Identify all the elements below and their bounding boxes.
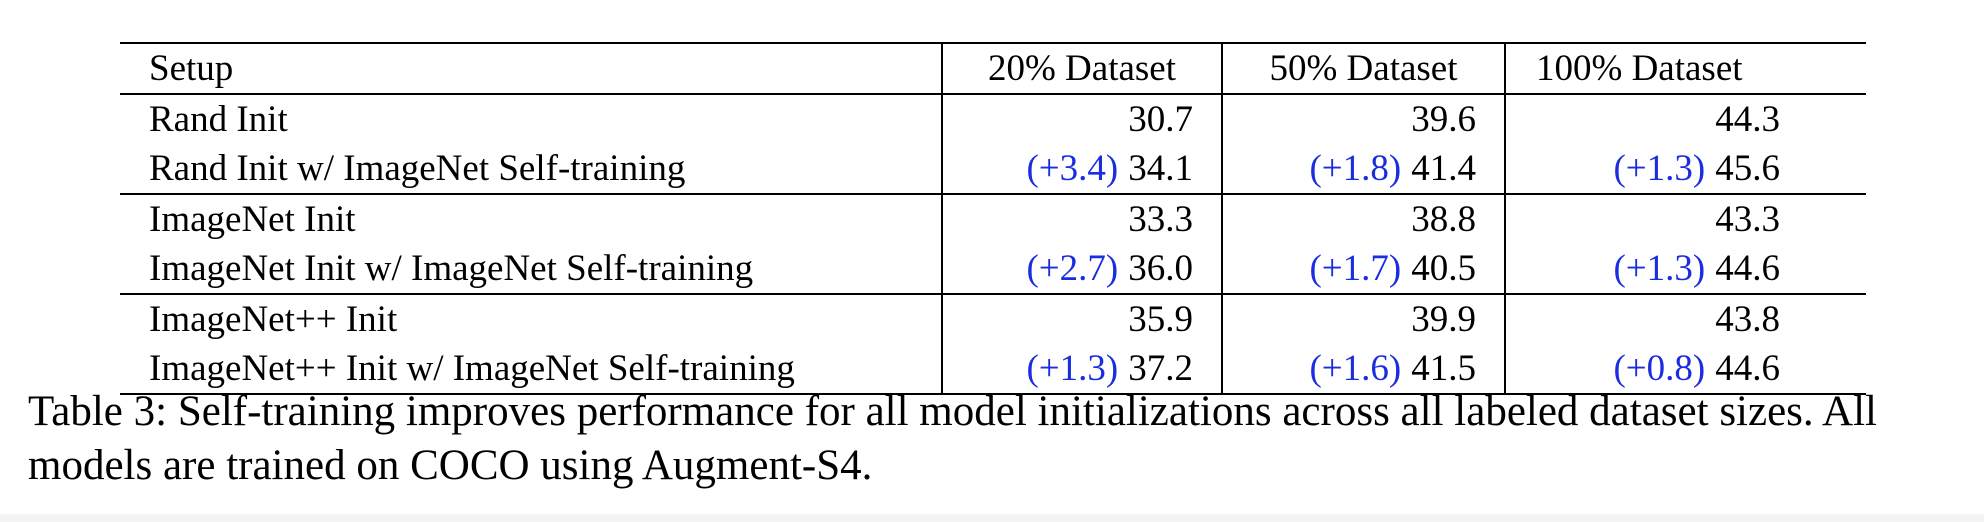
- table-row: ImageNet++ Init 35.9 39.9 43.8: [120, 294, 1866, 344]
- value-cell-20: 35.9: [941, 294, 1222, 344]
- delta-value: (+1.8): [1309, 148, 1402, 189]
- table-caption: Table 3: Self-training improves performa…: [28, 388, 1877, 489]
- table-row: ImageNet Init w/ ImageNet Self-training …: [120, 244, 1866, 294]
- header-100-dataset: 100% Dataset: [1504, 43, 1866, 94]
- score-value: 43.8: [1715, 299, 1780, 340]
- header-20-dataset: 20% Dataset: [941, 43, 1222, 94]
- header-50-dataset: 50% Dataset: [1221, 43, 1505, 94]
- score-value: 41.5: [1411, 348, 1476, 389]
- results-table-container: Setup 20% Dataset 50% Dataset 100% Datas…: [120, 42, 1866, 395]
- value-cell-20: 30.7: [941, 94, 1222, 144]
- score-value: 37.2: [1128, 348, 1193, 389]
- score-value: 39.6: [1411, 99, 1476, 140]
- setup-label: ImageNet Init w/ ImageNet Self-training: [149, 248, 754, 289]
- table-group-imagenet-plus-init: ImageNet++ Init 35.9 39.9 43.8 ImageNet+…: [120, 294, 1866, 394]
- table-row: Rand Init w/ ImageNet Self-training (+3.…: [120, 144, 1866, 194]
- value-cell-50: 39.9: [1221, 294, 1505, 344]
- table-row: ImageNet Init 33.3 38.8 43.3: [120, 194, 1866, 244]
- table-group-rand-init: Rand Init 30.7 39.6 44.3 Rand Init w/ Im…: [120, 94, 1866, 194]
- value-cell-100: (+1.3) 45.6: [1504, 144, 1866, 194]
- score-value: 33.3: [1128, 199, 1193, 240]
- value-cell-20: (+2.7) 36.0: [941, 244, 1222, 294]
- score-value: 34.1: [1128, 148, 1193, 189]
- value-cell-20: 33.3: [941, 194, 1222, 244]
- score-value: 44.6: [1715, 348, 1780, 389]
- table-header-row: Setup 20% Dataset 50% Dataset 100% Datas…: [120, 43, 1866, 94]
- setup-label: Rand Init w/ ImageNet Self-training: [149, 148, 686, 189]
- delta-value: (+1.6): [1309, 348, 1402, 389]
- score-value: 36.0: [1128, 248, 1193, 289]
- value-cell-100: 44.3: [1504, 94, 1866, 144]
- delta-value: (+1.7): [1309, 248, 1402, 289]
- value-cell-20: (+1.3) 37.2: [941, 344, 1222, 394]
- results-table: Setup 20% Dataset 50% Dataset 100% Datas…: [120, 42, 1866, 395]
- value-cell-50: 39.6: [1221, 94, 1505, 144]
- score-value: 45.6: [1715, 148, 1780, 189]
- delta-value: (+2.7): [1026, 248, 1119, 289]
- delta-value: (+1.3): [1613, 248, 1706, 289]
- setup-label: ImageNet Init: [149, 199, 356, 240]
- delta-value: (+1.3): [1613, 148, 1706, 189]
- table-group-imagenet-init: ImageNet Init 33.3 38.8 43.3 ImageNet In…: [120, 194, 1866, 294]
- setup-label: ImageNet++ Init: [149, 299, 398, 340]
- value-cell-100: (+1.3) 44.6: [1504, 244, 1866, 294]
- delta-value: (+3.4): [1026, 148, 1119, 189]
- header-setup: Setup: [149, 48, 234, 89]
- score-value: 40.5: [1411, 248, 1476, 289]
- score-value: 41.4: [1411, 148, 1476, 189]
- score-value: 44.6: [1715, 248, 1780, 289]
- score-value: 38.8: [1411, 199, 1476, 240]
- value-cell-50: 38.8: [1221, 194, 1505, 244]
- value-cell-50: (+1.7) 40.5: [1221, 244, 1505, 294]
- value-cell-50: (+1.8) 41.4: [1221, 144, 1505, 194]
- table-row: ImageNet++ Init w/ ImageNet Self-trainin…: [120, 344, 1866, 394]
- value-cell-20: (+3.4) 34.1: [941, 144, 1222, 194]
- value-cell-100: 43.3: [1504, 194, 1866, 244]
- score-value: 35.9: [1128, 299, 1193, 340]
- page-bottom-edge: [0, 514, 1984, 522]
- score-value: 39.9: [1411, 299, 1476, 340]
- value-cell-50: (+1.6) 41.5: [1221, 344, 1505, 394]
- delta-value: (+1.3): [1026, 348, 1119, 389]
- setup-label: ImageNet++ Init w/ ImageNet Self-trainin…: [149, 348, 795, 389]
- value-cell-100: (+0.8) 44.6: [1504, 344, 1866, 394]
- score-value: 43.3: [1715, 199, 1780, 240]
- score-value: 30.7: [1128, 99, 1193, 140]
- setup-label: Rand Init: [149, 99, 288, 140]
- score-value: 44.3: [1715, 99, 1780, 140]
- table-row: Rand Init 30.7 39.6 44.3: [120, 94, 1866, 144]
- delta-value: (+0.8): [1613, 348, 1706, 389]
- value-cell-100: 43.8: [1504, 294, 1866, 344]
